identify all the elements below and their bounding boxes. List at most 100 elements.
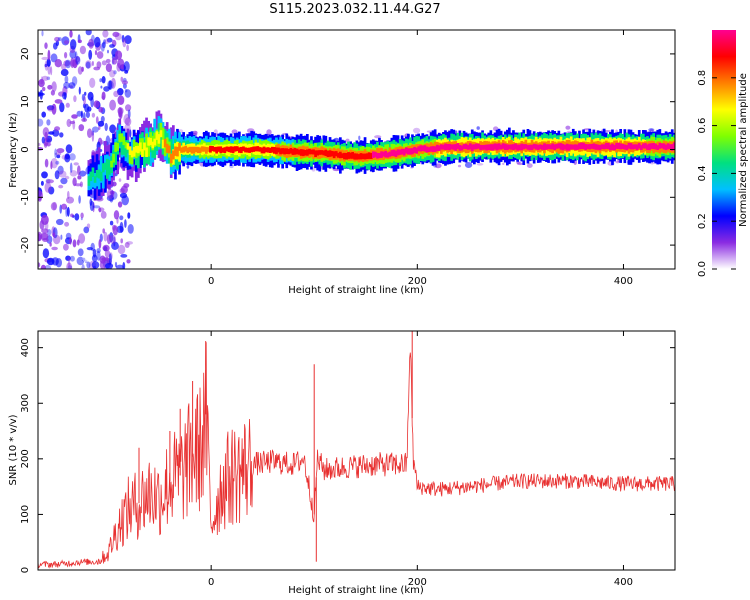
spectrogram-noise-blob [426,130,432,133]
spectrogram-noise-blob [60,234,63,240]
spectrogram-ridge-cell [182,146,185,153]
spectrogram-ridge-cell [646,144,649,150]
spectrogram-ridge-cell [165,143,169,153]
spectrogram-ticks: 0 200 400 -20 -10 0 10 20 [20,30,675,287]
spectrogram-ridge-cell [180,147,183,153]
spectrogram-ridge-cell [262,146,266,154]
spectrogram-noise-blob [102,228,105,234]
spectrogram-noise-blob [47,84,53,90]
spectrogram-noise-blob [99,78,103,83]
spectrogram-noise-blob [98,239,102,249]
spectrogram-ridge-cell [668,144,672,150]
spectrogram-ridge-cell [637,143,641,149]
spectrogram-noise-blob [119,215,124,221]
spectrogram-noise-blob [648,128,655,132]
spectrogram-ridge-cell [372,151,375,158]
snr-panel: 0 200 400 0 100 200 300 400 Height of straight … [8,330,676,596]
spectrogram-ridge-cell [464,143,468,150]
spectrogram-noise-blob [266,129,272,136]
spectrogram-noise-blob [476,163,484,166]
spectrogram-ridge-cell [561,144,565,151]
spectrogram-noise-blob [125,104,132,112]
spectrogram-ridge-cell [543,143,546,150]
spectrogram-ridge-cell [382,151,385,157]
spectrogram-ridge-cell [330,151,334,157]
colorbar-label: Normalized spectral amplitude [738,73,749,227]
spectrogram-noise-blob [103,39,106,45]
spectrogram-noise-blob [71,114,78,119]
spectrogram-ridge-cell [106,158,109,174]
spectrogram-noise-blob [50,202,57,211]
colorbar-tick-label: 0.6 [697,118,708,134]
spectrogram-noise-blob [69,153,76,161]
spectrogram-noise-blob [91,61,94,66]
spectrogram-ridge-cell [590,144,594,149]
spectrogram-ridge-cell [431,146,435,152]
spectrogram-ridge-cell [607,143,610,150]
spectrogram-noise-blob [117,95,125,105]
spectrogram-noise-blob [615,160,620,164]
spectrogram-noise-blob [54,152,62,156]
snr-frame [37,330,676,571]
spectrogram-noise-blob [46,179,54,184]
spectrogram-ridge-cell [270,146,274,153]
spectrogram-noise-blob [106,189,115,200]
spectrogram-noise-blob [106,234,111,245]
spectrogram-ridge-cell [388,151,392,157]
spectrogram-ridge-cell [258,147,262,152]
spectrogram-noise-blob [117,58,125,69]
spectrogram-ridge-cell [559,143,563,150]
spectrogram-noise-blob [124,242,130,248]
spectrogram-ridge-cell [421,145,425,151]
spectrogram-ridge-cell [384,150,387,158]
spectrogram-ridge-cell [545,144,548,150]
spectrogram-ridge-cell [369,152,373,159]
spectrogram-noise-blob [47,49,51,61]
spectrogram-noise-blob [77,175,82,180]
spectrogram-noise-blob [85,111,90,118]
spectrogram-noise-blob [126,44,129,52]
spectrogram-noise-blob [50,161,53,170]
spectrogram-ridge-cell [303,150,307,156]
spectrogram-ridge-cell [326,150,330,157]
spectrogram-ridge-cell [264,147,268,153]
spectrogram-ridge-cell [161,139,165,149]
spectrogram-noise-blob [121,34,125,43]
spectrogram-ridge-cell [656,145,660,150]
spectrogram-noise-blob [54,126,61,131]
spectrogram-ridge-cell [242,146,245,152]
spectrogram-noise-blob [100,85,103,89]
spectrogram-ridge-cell [613,144,616,151]
spectrogram-ridge-cell [532,143,536,149]
spectrogram-noise-blob [60,68,69,77]
spectrogram-noise-blob [110,77,116,89]
spectrogram-noise-blob [58,170,67,178]
spectrogram-ridge-cell [101,163,105,173]
spectrogram-noise-blob [38,79,45,85]
spectrogram-noise-blob [105,135,111,146]
spectrogram-ridge-cell [557,143,561,149]
spectrogram-noise-blob [47,106,55,112]
spectrogram-noise-blob [44,158,49,168]
spectrogram-noise-blob [59,102,65,113]
spectrogram-ridge-cell [609,144,612,151]
spectrogram-ridge-cell [516,144,519,151]
snr-y-tick-label: 100 [20,505,31,524]
spectrogram-ridge-cell [339,151,342,159]
spectrogram-ridge-cell [499,144,503,150]
spectrogram-ridge-cell [419,145,423,152]
spectrogram-noise-blob [92,126,99,133]
spectrogram-noise-blob [92,205,101,209]
spectrogram-ridge-cell [503,143,507,150]
spectrogram-noise-blob [54,99,63,104]
spectrogram-ridge-cell [619,143,622,150]
spectrogram-ridge-cell [225,146,229,152]
spectrogram-noise-blob [358,135,361,141]
spectrogram-noise-blob [101,60,107,66]
spectrogram-ridge-cell [301,149,305,157]
spectrogram-noise-blob [41,111,46,118]
spectrogram-ridge-cell [518,144,521,151]
spectrogram-noise-blob [63,60,71,67]
spectrogram-ridge-cell [400,148,404,155]
spectrogram-noise-blob [87,106,92,112]
